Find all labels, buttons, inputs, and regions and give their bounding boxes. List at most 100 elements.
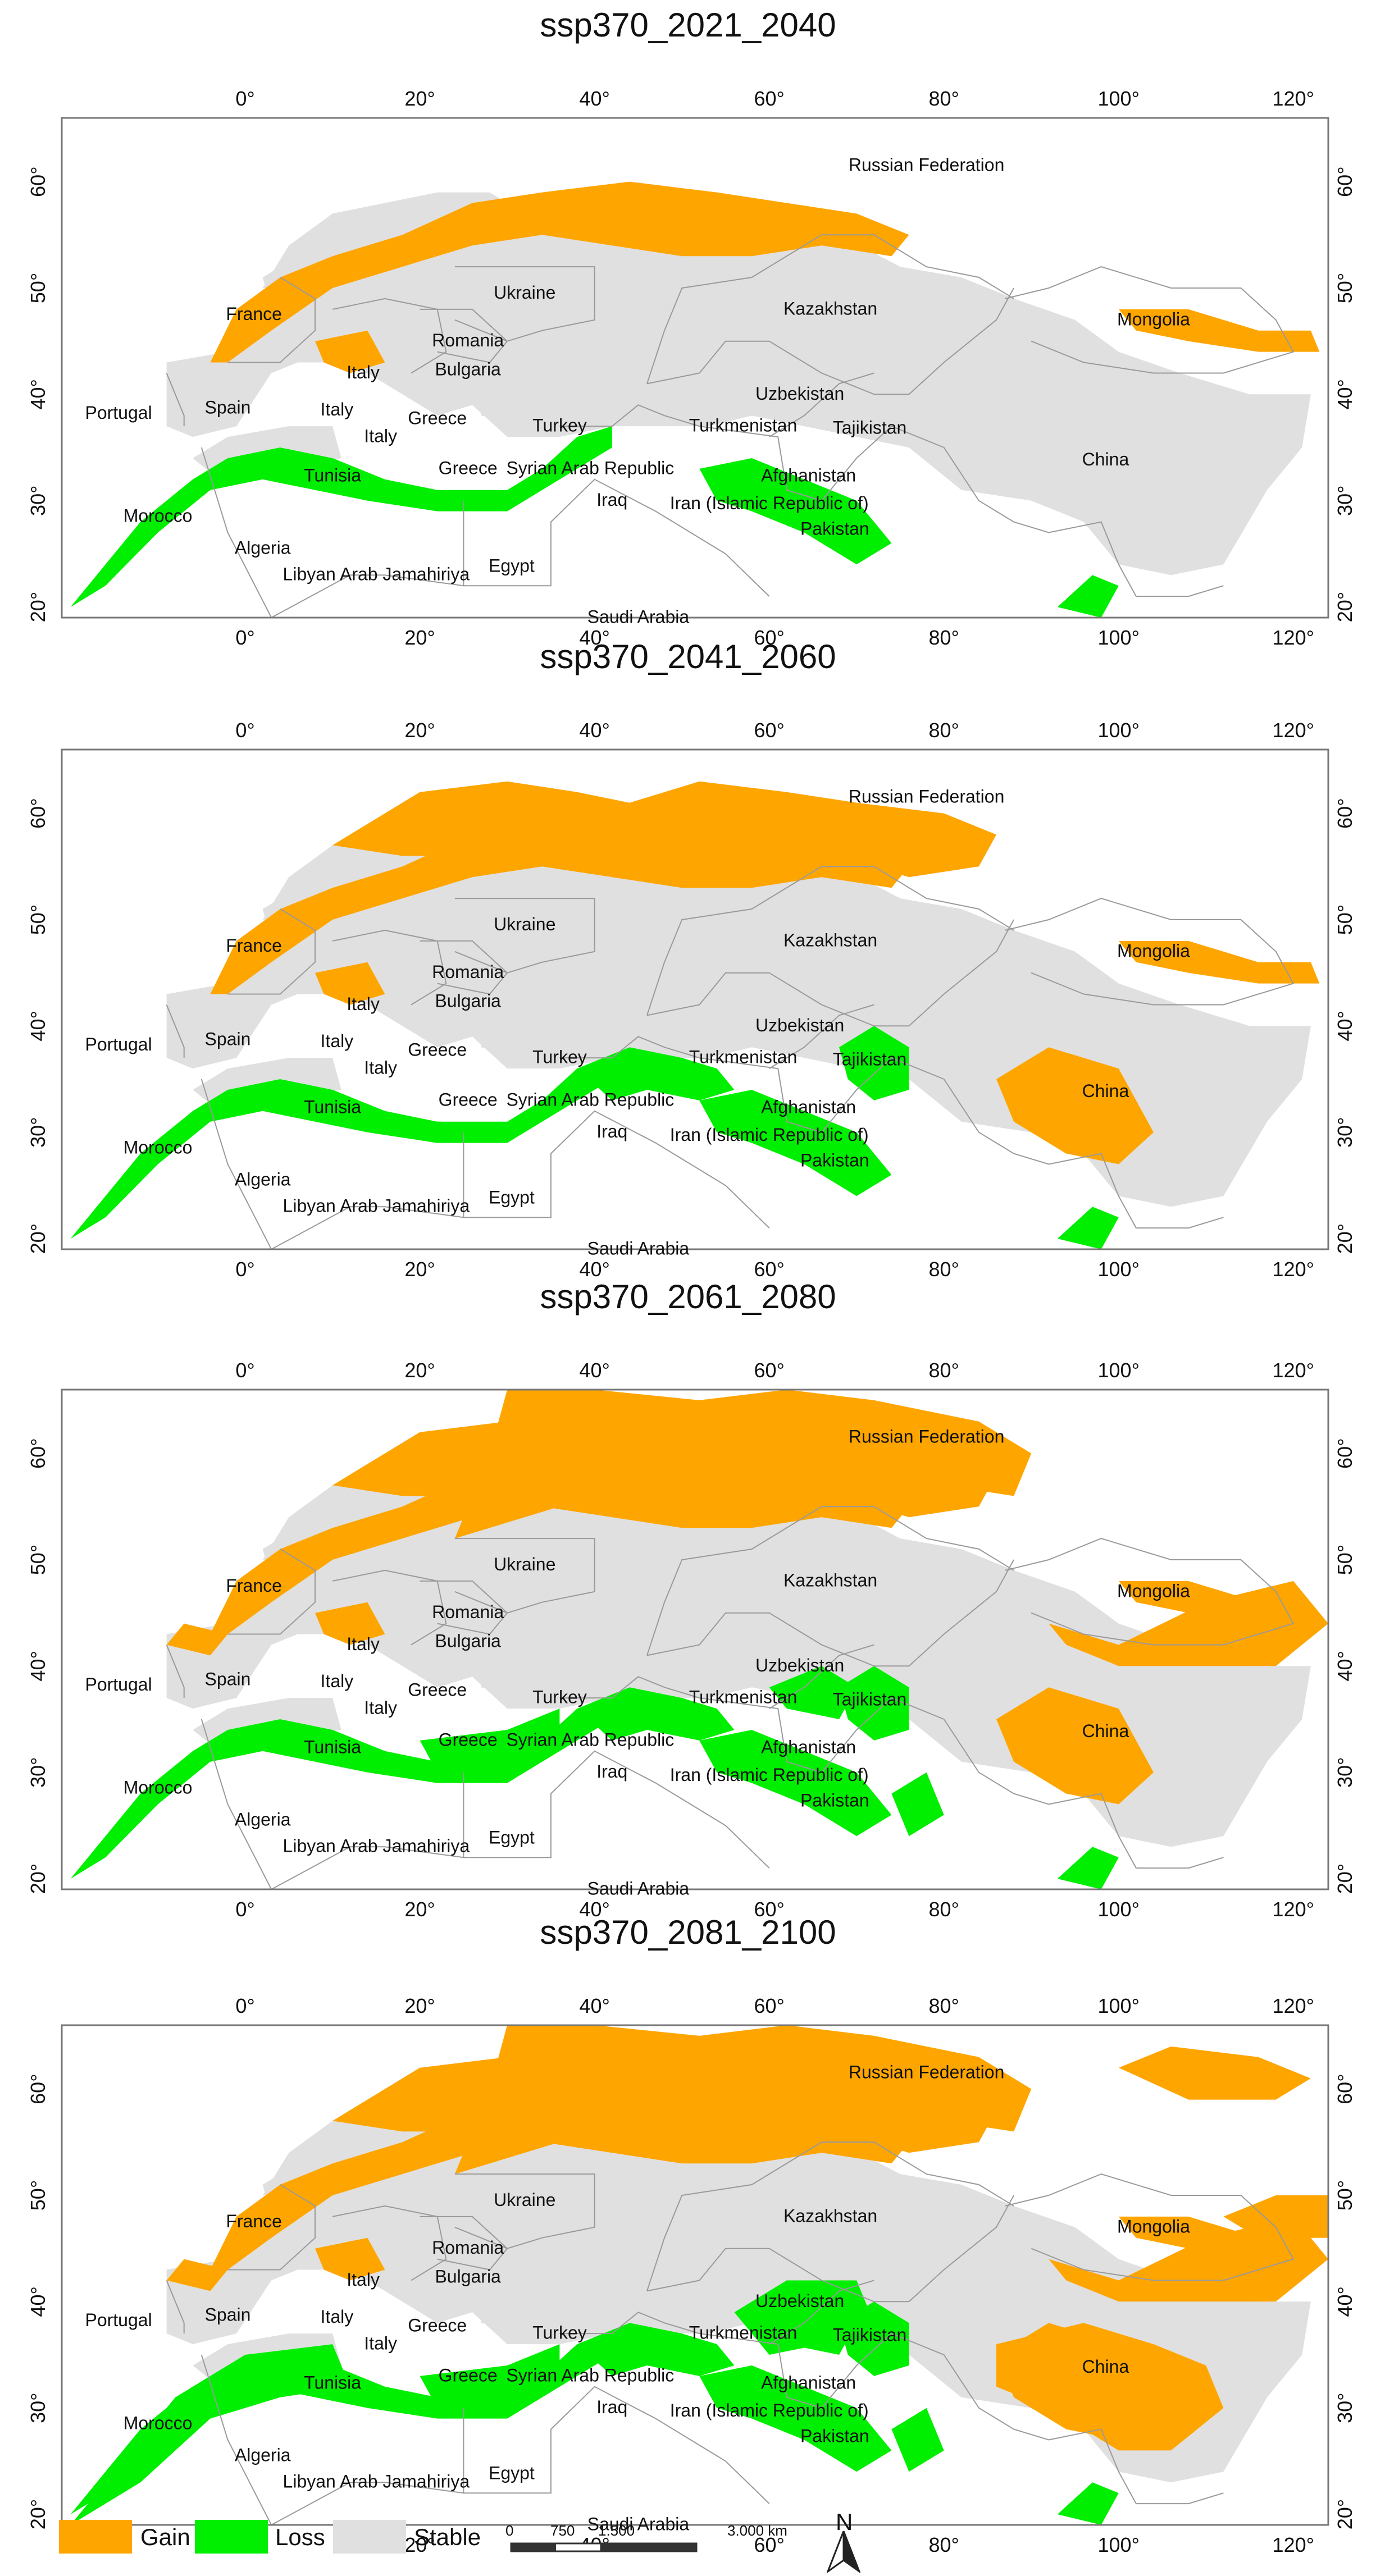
lat-tick-label: 50° bbox=[1333, 1545, 1356, 1575]
map-canvas: 0°0°20°20°40°40°60°60°80°80°100°100°120°… bbox=[26, 719, 1356, 1281]
lat-tick-label: 20° bbox=[26, 592, 49, 622]
country-border bbox=[559, 1036, 892, 1133]
country-label: Tajikistan bbox=[833, 417, 907, 437]
map-canvas: 0°0°20°20°40°40°60°60°80°80°100°100°120°… bbox=[26, 1994, 1356, 2556]
country-border bbox=[559, 404, 892, 501]
lon-tick-label: 80° bbox=[928, 87, 959, 110]
country-label: Greece bbox=[408, 1679, 467, 1700]
country-border bbox=[227, 908, 316, 995]
country-label: Greece bbox=[408, 1039, 467, 1059]
lon-tick-label: 120° bbox=[1273, 626, 1314, 649]
loss-area bbox=[891, 1772, 944, 1837]
country-label: China bbox=[1082, 1721, 1129, 1741]
country-border bbox=[166, 1645, 185, 1698]
lat-tick-label: 50° bbox=[1333, 2180, 1356, 2210]
country-label: Russian Federation bbox=[849, 787, 1004, 807]
country-label: Iran (Islamic Republic of) bbox=[670, 1765, 869, 1785]
country-label: Tunisia bbox=[304, 1097, 361, 1117]
country-border bbox=[332, 2205, 447, 2281]
gain-area bbox=[332, 781, 996, 878]
loss-area bbox=[769, 1666, 857, 1719]
map-canvas: 0°0°20°20°40°40°60°60°80°80°100°100°120°… bbox=[26, 87, 1356, 649]
scalebar-label-1500: 1.500 bbox=[598, 2522, 635, 2539]
lat-tick-label: 20° bbox=[26, 1864, 49, 1894]
country-border bbox=[646, 1506, 1014, 1656]
lon-tick-label: 20° bbox=[404, 2533, 435, 2556]
lon-tick-label: 60° bbox=[754, 1359, 784, 1382]
lat-tick-label: 40° bbox=[1333, 1651, 1356, 1681]
country-label: Portugal bbox=[85, 2310, 152, 2330]
lon-tick-label: 80° bbox=[928, 1258, 959, 1281]
country-label: Turkmenistan bbox=[689, 1047, 798, 1067]
country-border bbox=[769, 2280, 874, 2345]
stable-area bbox=[481, 373, 630, 427]
gain-area bbox=[315, 962, 385, 1005]
country-border bbox=[559, 1676, 892, 1773]
lat-tick-label: 30° bbox=[1333, 1757, 1356, 1787]
country-label: Pakistan bbox=[800, 1150, 869, 1170]
country-label: Turkey bbox=[532, 2323, 587, 2343]
gain-area bbox=[454, 1390, 1032, 1539]
country-border bbox=[559, 2312, 892, 2409]
gain-area bbox=[166, 2259, 228, 2291]
lat-tick-label: 40° bbox=[1333, 2286, 1356, 2317]
country-label: Italy bbox=[364, 2333, 397, 2354]
country-border bbox=[891, 1057, 1224, 1229]
lon-tick-label: 40° bbox=[579, 1994, 609, 2017]
country-border bbox=[420, 940, 508, 995]
lon-tick-label: 60° bbox=[754, 87, 784, 110]
country-label: Kazakhstan bbox=[783, 1570, 877, 1590]
country-label: Turkmenistan bbox=[689, 415, 798, 436]
country-label: Algeria bbox=[235, 1809, 291, 1829]
country-label: Portugal bbox=[85, 1674, 152, 1695]
country-label: Romania bbox=[432, 330, 504, 350]
country-label: Ukraine bbox=[494, 2190, 555, 2210]
lon-tick-label: 60° bbox=[754, 2533, 784, 2556]
country-border bbox=[463, 1110, 770, 1228]
country-border bbox=[166, 373, 185, 427]
country-label: Italy bbox=[321, 399, 354, 419]
country-label: Saudi Arabia bbox=[587, 1878, 690, 1898]
country-label: Italy bbox=[321, 2306, 354, 2327]
lat-tick-label: 20° bbox=[1333, 1223, 1356, 1254]
country-label: Tajikistan bbox=[833, 1049, 907, 1069]
country-border bbox=[1005, 898, 1295, 1006]
lon-tick-label: 80° bbox=[928, 719, 959, 742]
lon-tick-label: 40° bbox=[579, 1258, 609, 1281]
country-border bbox=[646, 234, 1014, 384]
country-label: Morocco bbox=[124, 1778, 193, 1798]
country-label: Libyan Arab Jamahiriya bbox=[283, 564, 470, 584]
lon-tick-label: 100° bbox=[1098, 1898, 1140, 1921]
country-label: Iran (Islamic Republic of) bbox=[670, 493, 869, 513]
country-label: Mongolia bbox=[1117, 1581, 1190, 1601]
country-label: Algeria bbox=[235, 2445, 291, 2465]
gain-area bbox=[1118, 2046, 1311, 2100]
lat-tick-label: 30° bbox=[26, 1117, 49, 1147]
gain-area bbox=[315, 330, 385, 373]
loss-area bbox=[699, 1090, 892, 1196]
loss-area bbox=[1057, 575, 1119, 618]
country-label: Bulgaria bbox=[435, 1630, 501, 1651]
stable-area bbox=[481, 1645, 630, 1698]
lon-tick-label: 80° bbox=[928, 2533, 959, 2556]
legend-label-stable: Stable bbox=[414, 2524, 481, 2550]
country-border bbox=[646, 1559, 1014, 1667]
stable-area bbox=[481, 1004, 630, 1058]
country-label: Turkey bbox=[532, 1687, 587, 1707]
country-label: China bbox=[1082, 2356, 1129, 2377]
country-border bbox=[332, 298, 447, 374]
gain-area bbox=[1049, 2216, 1328, 2302]
country-label: Italy bbox=[321, 1671, 354, 1691]
country-label: Uzbekistan bbox=[755, 1655, 844, 1675]
legend-swatch-loss bbox=[195, 2520, 268, 2554]
lon-tick-label: 20° bbox=[404, 719, 435, 742]
lon-tick-label: 100° bbox=[1098, 719, 1140, 742]
gain-area bbox=[996, 1047, 1154, 1164]
map-title: ssp370_2061_2080 bbox=[540, 1278, 836, 1316]
country-label: Afghanistan bbox=[761, 1097, 856, 1117]
country-label: Greece bbox=[439, 1089, 498, 1109]
lon-tick-label: 0° bbox=[235, 1359, 254, 1382]
country-label: Tunisia bbox=[304, 2373, 361, 2393]
country-label: Portugal bbox=[85, 1034, 152, 1054]
country-label: Syrian Arab Republic bbox=[506, 1089, 674, 1109]
